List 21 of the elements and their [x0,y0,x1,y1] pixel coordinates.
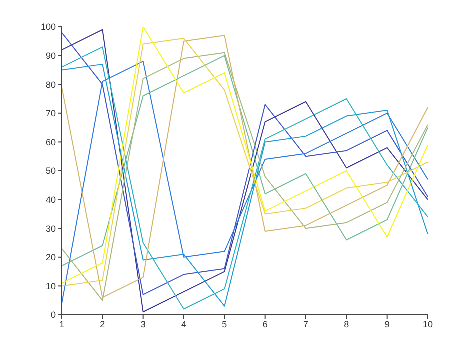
y-tick-label: 20 [46,252,56,263]
y-tick-label: 60 [46,137,56,148]
x-tick-label: 5 [222,319,228,330]
x-tick-label: 9 [384,319,390,330]
x-tick-label: 7 [303,319,309,330]
y-tick-label: 50 [46,166,56,176]
y-tick-label: 90 [46,50,56,61]
x-tick-label: 8 [344,319,350,330]
x-tick-label: 6 [262,319,268,330]
x-tick-label: 10 [422,319,434,330]
x-tick-label: 4 [181,319,187,330]
x-tick-label: 3 [140,319,146,330]
y-tick-label: 30 [46,224,56,234]
y-tick-label: 100 [40,22,56,32]
x-tick-label: 1 [59,319,65,330]
x-tick-label: 2 [100,319,106,330]
y-tick-label: 40 [46,194,56,205]
y-tick-label: 10 [46,281,56,292]
y-tick-label: 70 [46,108,56,119]
y-tick-label: 0 [50,310,56,320]
y-tick-label: 80 [46,80,56,90]
